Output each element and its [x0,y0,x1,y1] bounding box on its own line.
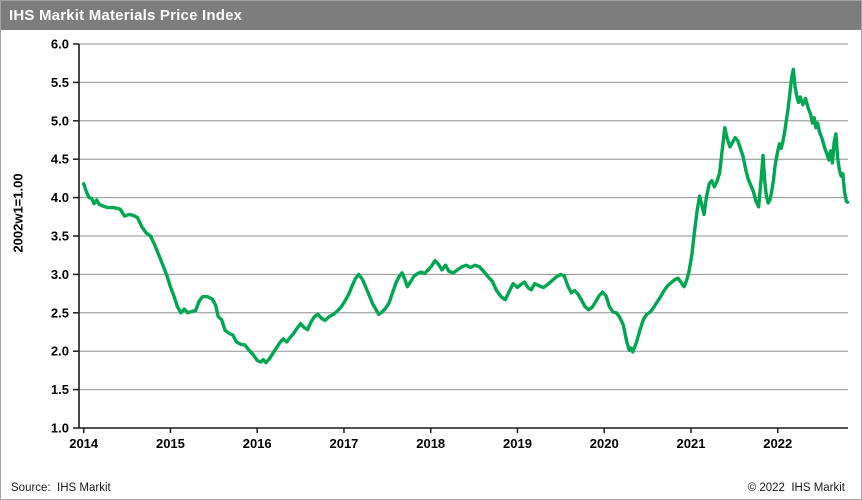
copyright-note: © 2022 IHS Markit [747,482,845,494]
materials-price-index-line [81,67,850,365]
y-tick-label: 4.0 [51,190,69,205]
x-tick-label: 2017 [329,436,358,451]
y-tick-label: 5.0 [51,113,69,128]
x-tick-label: 2021 [677,436,706,451]
chart-title-bar: IHS Markit Materials Price Index [1,1,861,30]
x-tick-label: 2020 [590,436,619,451]
y-tick-label: 2.5 [51,305,69,320]
x-tick-label: 2018 [416,436,445,451]
x-tick-label: 2022 [763,436,792,451]
y-tick-label: 4.5 [51,152,69,167]
x-tick-label: 2015 [156,436,185,451]
chart-title: IHS Markit Materials Price Index [9,7,243,24]
y-tick-label: 3.5 [51,229,69,244]
x-tick-label: 2016 [243,436,272,451]
source-note: Source: IHS Markit [11,482,111,494]
y-tick-label: 6.0 [51,37,69,52]
y-tick-label: 1.0 [51,421,69,436]
y-tick-label: 1.5 [51,382,69,397]
x-tick-label: 2014 [69,436,99,451]
y-tick-label: 5.5 [51,75,69,90]
x-tick-label: 2019 [503,436,532,451]
y-tick-label: 2.0 [51,344,69,359]
y-tick-label: 3.0 [51,267,69,282]
